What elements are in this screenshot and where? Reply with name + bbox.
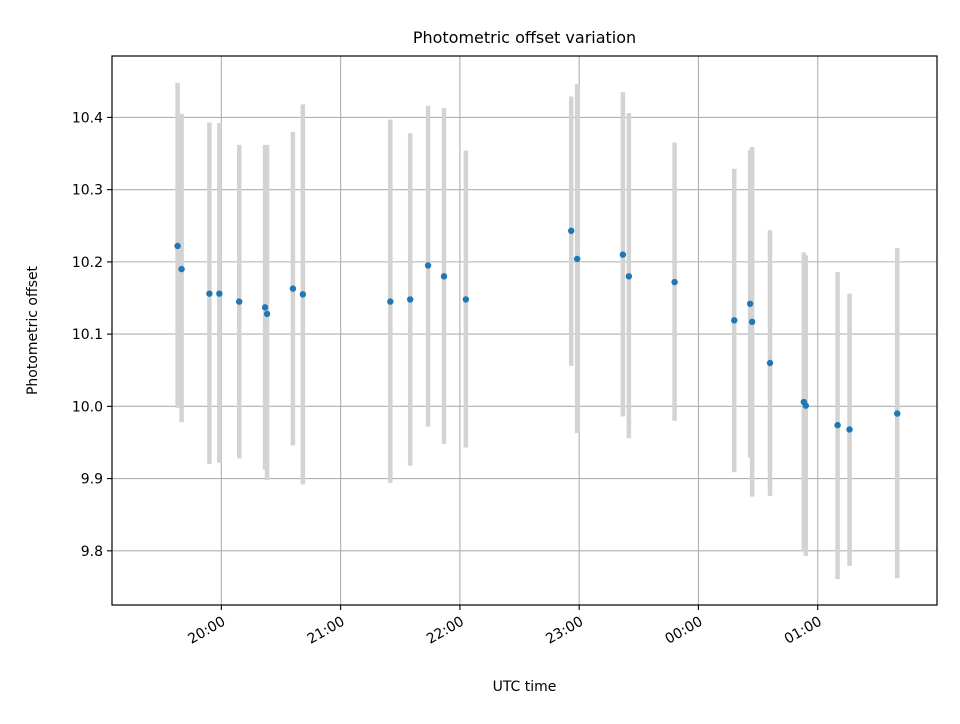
data-point — [261, 304, 269, 311]
data-point — [748, 318, 756, 326]
data-point — [236, 298, 243, 305]
data-point — [894, 410, 901, 417]
data-point — [462, 296, 470, 303]
chart-title: Photometric offset variation — [413, 28, 636, 47]
y-tick-label: 10.3 — [72, 183, 103, 199]
data-point — [406, 296, 414, 303]
data-point — [178, 265, 185, 273]
y-tick-label: 9.9 — [81, 472, 103, 488]
y-tick-label: 10.4 — [72, 110, 103, 126]
data-point — [671, 278, 678, 286]
data-point — [299, 291, 307, 298]
data-point — [573, 255, 581, 263]
data-point — [174, 242, 181, 250]
data-point — [440, 273, 448, 280]
grid-lines — [112, 56, 937, 605]
data-point — [766, 359, 774, 367]
y-axis-label: Photometric offset — [25, 265, 41, 395]
data-point — [834, 421, 841, 429]
data-point — [746, 300, 754, 307]
data-point — [289, 285, 297, 292]
data-point — [568, 227, 575, 235]
data-point — [625, 273, 633, 280]
data-point — [802, 402, 809, 409]
y-tick-label: 9.8 — [81, 544, 103, 560]
y-tick-label: 10.2 — [72, 255, 103, 271]
data-points — [174, 227, 901, 433]
data-point — [846, 426, 853, 433]
data-point — [263, 310, 271, 318]
y-tick-label: 10.1 — [72, 327, 103, 343]
data-point — [387, 298, 394, 305]
data-point — [216, 290, 223, 297]
data-point — [619, 251, 627, 258]
x-axis-label: UTC time — [493, 679, 557, 695]
data-point — [731, 317, 738, 324]
plot-area-frame — [111, 55, 938, 606]
data-point — [206, 290, 213, 297]
y-axis-ticks: 9.8 9.9 10.0 10.1 10.2 10.3 10.4 — [72, 110, 112, 560]
y-tick-label: 10.0 — [72, 399, 103, 415]
data-point — [424, 262, 432, 269]
